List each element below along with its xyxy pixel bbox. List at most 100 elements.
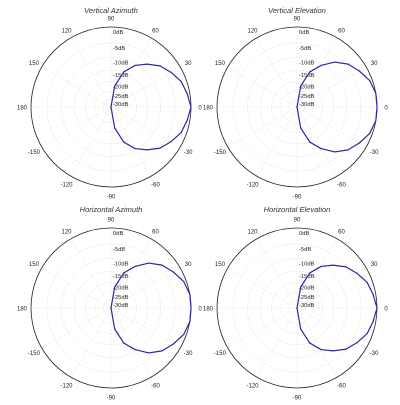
- grid-spoke: [227, 106, 298, 148]
- angle-tick-label: 120: [61, 28, 72, 34]
- series-point: [358, 142, 360, 144]
- ring-db-label: -25dB: [113, 295, 129, 301]
- polar-chart-3: Horizontal Azimuth 90 60 30 0 -30 -60 -90 -120 -1…: [17, 205, 202, 402]
- angle-tick-label: -90: [107, 195, 116, 201]
- series-point: [134, 348, 136, 351]
- series-point: [123, 342, 125, 344]
- series-point: [170, 71, 172, 73]
- series-point: [148, 352, 150, 354]
- angle-tick-label: 30: [371, 61, 378, 67]
- grid-spoke: [296, 267, 367, 309]
- series-point: [134, 265, 136, 268]
- ring-db-label: -25dB: [299, 295, 315, 301]
- angle-tick-label: -60: [151, 384, 160, 390]
- angle-tick-label: 180: [17, 307, 28, 313]
- series-point: [159, 147, 161, 149]
- ring-db-label: -20dB: [113, 84, 129, 90]
- series-point: [123, 71, 125, 73]
- series-point: [183, 280, 185, 283]
- series-point: [159, 65, 161, 67]
- grid-spoke: [70, 37, 112, 108]
- angle-tick-label: 180: [203, 106, 214, 112]
- angle-tick-label: 120: [61, 229, 72, 235]
- polar-chart-2: Vertical Elevation 90 60 30 0 -30 -60 -90 -120 -1…: [203, 6, 388, 201]
- series-point: [366, 281, 368, 284]
- angle-tick-label: -120: [60, 183, 73, 189]
- angle-tick-label: -150: [214, 351, 227, 357]
- series-point: [161, 264, 163, 266]
- angle-tick-label: -90: [293, 396, 302, 401]
- ring-db-label: -10dB: [299, 60, 315, 66]
- series-point: [114, 286, 116, 288]
- grid-spoke: [296, 307, 367, 349]
- angle-tick-label: 0: [198, 106, 202, 112]
- series-point: [375, 92, 377, 94]
- ring-db-label: -5dB: [299, 46, 311, 52]
- grid-spoke: [296, 307, 338, 378]
- grid-spoke: [41, 106, 112, 148]
- angle-tick-label: 150: [215, 61, 226, 67]
- angle-tick-label: 0: [198, 307, 202, 313]
- grid-spoke: [110, 307, 152, 378]
- ring-db-label: -5dB: [299, 247, 311, 253]
- angle-tick-label: 120: [247, 28, 258, 34]
- angle-tick-label: -30: [184, 150, 193, 156]
- series-point: [332, 264, 334, 266]
- series-point: [345, 348, 347, 350]
- grid-spoke: [296, 238, 338, 309]
- series-point: [189, 321, 191, 323]
- angle-tick-label: -120: [246, 384, 259, 390]
- series-point: [190, 106, 192, 108]
- ring-db-label: -10dB: [299, 261, 315, 267]
- series-point: [110, 307, 112, 309]
- angle-tick-label: 120: [247, 229, 258, 235]
- angle-tick-label: 60: [338, 229, 345, 235]
- series-point: [189, 293, 191, 295]
- angle-tick-label: -60: [151, 183, 160, 189]
- angle-tick-label: 150: [29, 262, 40, 268]
- ring-db-label: -30dB: [299, 102, 315, 108]
- series-point: [186, 92, 188, 95]
- chart-title: Vertical Azimuth: [84, 6, 138, 15]
- ring-db-label: -30dB: [113, 102, 129, 108]
- series-point: [170, 141, 172, 143]
- series-point: [110, 106, 112, 108]
- angle-tick-label: 90: [294, 218, 301, 224]
- series-point: [296, 106, 298, 108]
- series-point: [356, 342, 358, 344]
- series-point: [332, 350, 334, 352]
- grid-spoke: [110, 307, 181, 349]
- angle-tick-label: -30: [370, 150, 379, 156]
- grid-spoke: [296, 106, 338, 177]
- grid-spoke: [110, 66, 181, 108]
- series-point: [320, 64, 322, 67]
- grid-spoke: [110, 238, 152, 309]
- series-point: [309, 342, 311, 344]
- series-point: [114, 85, 116, 87]
- series-point: [146, 63, 148, 65]
- series-point: [376, 307, 378, 309]
- angle-tick-label: 90: [108, 218, 115, 224]
- angle-tick-label: -90: [107, 396, 116, 401]
- grid-spoke: [296, 66, 367, 108]
- series-point: [146, 149, 148, 151]
- series-point: [300, 286, 302, 288]
- series-point: [134, 147, 136, 150]
- ring-db-label: -20dB: [299, 84, 315, 90]
- chart-title: Horizontal Azimuth: [80, 205, 143, 214]
- chart-title: Vertical Elevation: [268, 6, 326, 15]
- angle-tick-label: -60: [337, 384, 346, 390]
- chart-title: Horizontal Elevation: [264, 205, 331, 214]
- angle-tick-label: 30: [185, 262, 192, 268]
- series-point: [375, 120, 377, 122]
- series-point: [334, 151, 336, 153]
- ring-db-label: -20dB: [113, 285, 129, 291]
- grid-spoke: [110, 106, 152, 177]
- angle-tick-label: -30: [184, 351, 193, 357]
- series-point: [372, 293, 374, 296]
- series-point: [376, 106, 378, 108]
- grid-spoke: [256, 238, 298, 309]
- angle-tick-label: 180: [203, 307, 214, 313]
- series-point: [309, 272, 311, 274]
